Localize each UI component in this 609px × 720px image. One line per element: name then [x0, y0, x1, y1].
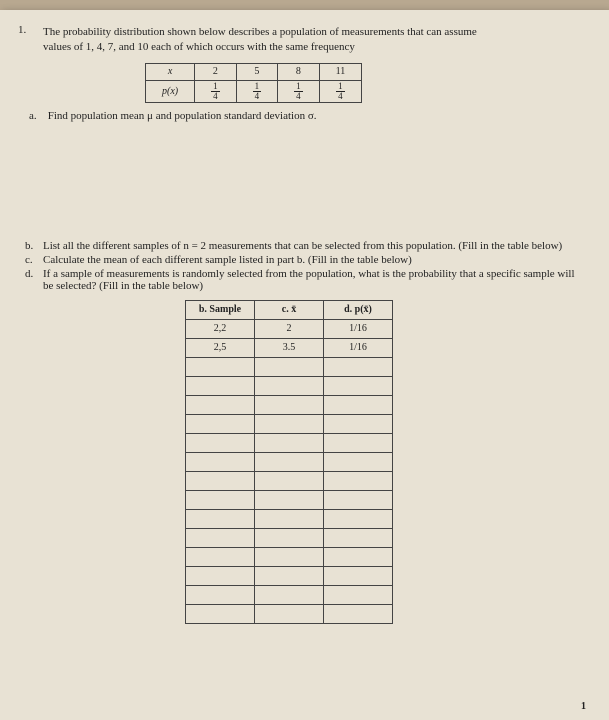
- sample-row: 2,53.51/16: [186, 338, 393, 357]
- sample-row: [186, 528, 393, 547]
- sample-row: [186, 471, 393, 490]
- part-a-letter: a.: [29, 109, 45, 124]
- part-d-text: If a sample of measurements is randomly …: [43, 268, 585, 292]
- part-d: d. If a sample of measurements is random…: [25, 268, 585, 292]
- sample-row: [186, 585, 393, 604]
- part-d-letter: d.: [25, 268, 43, 292]
- part-b-letter: b.: [25, 240, 43, 252]
- work-space-a: [25, 124, 585, 234]
- sample-header-row: b. Sample c. x̄ d. p(x̄): [186, 300, 393, 319]
- sample-header-2: d. p(x̄): [324, 300, 393, 319]
- dist-x-2: 8: [278, 63, 320, 80]
- sample-table: b. Sample c. x̄ d. p(x̄) 2,221/16 2,53.5…: [185, 300, 393, 624]
- worksheet-page: 1. The probability distribution shown be…: [0, 10, 609, 720]
- dist-x-1: 5: [236, 63, 278, 80]
- part-b-text: List all the different samples of n = 2 …: [43, 240, 585, 252]
- dist-x-3: 11: [319, 63, 362, 80]
- sample-row: [186, 452, 393, 471]
- dist-x-0: 2: [195, 63, 237, 80]
- sample-row: [186, 395, 393, 414]
- question-number: 1.: [18, 24, 26, 36]
- dist-row-p: p(x) 14 14 14 14: [146, 80, 362, 102]
- dist-p-0: 14: [195, 80, 237, 102]
- sample-row: [186, 604, 393, 623]
- parts-bcd: b. List all the different samples of n =…: [25, 240, 585, 292]
- intro-line2: values of 1, 4, 7, and 10 each of which …: [43, 41, 355, 53]
- sample-row: [186, 414, 393, 433]
- dist-p-1: 14: [236, 80, 278, 102]
- sample-row: [186, 566, 393, 585]
- part-b: b. List all the different samples of n =…: [25, 240, 585, 252]
- distribution-table: x 2 5 8 11 p(x) 14 14 14 14: [145, 63, 362, 103]
- sample-row: [186, 433, 393, 452]
- sample-row: [186, 547, 393, 566]
- dist-x-label: x: [146, 63, 195, 80]
- part-c-letter: c.: [25, 254, 43, 266]
- intro-line1: The probability distribution shown below…: [43, 26, 477, 38]
- part-a: a. Find population mean μ and population…: [29, 109, 585, 124]
- part-a-text: Find population mean μ and population st…: [48, 110, 317, 122]
- sample-header-0: b. Sample: [186, 300, 255, 319]
- page-number: 1: [581, 701, 586, 712]
- part-c-text: Calculate the mean of each different sam…: [43, 254, 585, 266]
- question-intro: The probability distribution shown below…: [43, 25, 585, 55]
- sample-row: 2,221/16: [186, 319, 393, 338]
- sample-row: [186, 376, 393, 395]
- sample-row: [186, 357, 393, 376]
- dist-p-3: 14: [319, 80, 362, 102]
- dist-p-label: p(x): [146, 80, 195, 102]
- part-c: c. Calculate the mean of each different …: [25, 254, 585, 266]
- dist-row-x: x 2 5 8 11: [146, 63, 362, 80]
- dist-p-2: 14: [278, 80, 320, 102]
- sample-header-1: c. x̄: [255, 300, 324, 319]
- sample-row: [186, 509, 393, 528]
- sample-row: [186, 490, 393, 509]
